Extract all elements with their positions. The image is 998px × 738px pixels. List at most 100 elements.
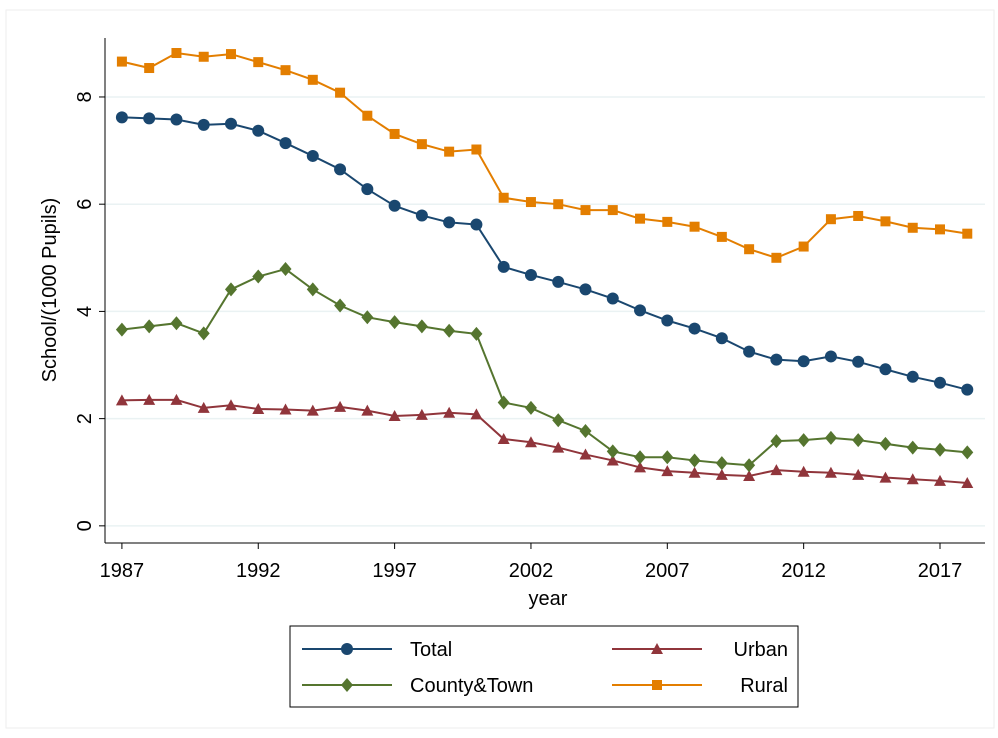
y-tick-label: 2 — [74, 413, 96, 424]
data-point — [334, 298, 347, 313]
data-point — [852, 468, 865, 480]
data-point — [552, 441, 565, 453]
data-point — [224, 282, 237, 297]
data-point — [797, 355, 810, 368]
data-point — [306, 404, 319, 416]
data-point — [361, 404, 374, 416]
data-point — [470, 326, 483, 341]
data-point — [934, 442, 947, 457]
data-point — [497, 260, 510, 273]
data-point — [279, 137, 292, 150]
data-point — [143, 319, 156, 334]
data-point — [498, 192, 509, 203]
series-line — [121, 398, 968, 484]
x-tick-label: 2017 — [918, 560, 963, 582]
data-point — [961, 476, 974, 488]
legend-label: Urban — [734, 639, 788, 661]
data-point — [197, 326, 210, 341]
data-point — [661, 465, 674, 477]
data-point — [934, 474, 947, 486]
data-point — [771, 252, 782, 263]
data-point — [524, 436, 537, 448]
data-point — [879, 363, 892, 376]
data-point — [798, 241, 809, 252]
data-point — [689, 221, 700, 232]
data-point — [661, 450, 674, 465]
data-point — [224, 117, 237, 130]
data-point — [743, 469, 756, 481]
x-tick-label: 2012 — [781, 560, 826, 582]
data-point — [934, 376, 947, 389]
data-point — [770, 464, 783, 476]
data-point — [279, 262, 292, 277]
data-point — [144, 63, 155, 74]
y-tick-label: 8 — [74, 91, 96, 102]
data-point — [389, 128, 400, 139]
data-point — [579, 448, 592, 460]
data-point — [497, 432, 510, 444]
data-point — [961, 445, 974, 460]
background — [5, 9, 995, 729]
legend-marker — [652, 680, 662, 690]
x-axis-label: year — [529, 588, 568, 610]
data-point — [388, 315, 401, 330]
data-point — [853, 210, 864, 221]
data-point — [361, 310, 374, 325]
data-point — [770, 434, 783, 449]
data-point — [880, 216, 891, 227]
data-point — [415, 408, 428, 420]
data-point — [688, 322, 701, 335]
data-point — [361, 183, 374, 196]
x-tick-label: 2002 — [509, 560, 554, 582]
x-tick-label: 1992 — [236, 560, 281, 582]
data-point — [416, 139, 427, 150]
data-point — [688, 466, 701, 478]
data-point — [715, 468, 728, 480]
data-point — [606, 454, 619, 466]
data-point — [306, 149, 319, 162]
data-point — [962, 228, 973, 239]
legend-marker — [341, 643, 353, 655]
data-point — [335, 87, 346, 98]
data-point — [334, 163, 347, 176]
data-point — [634, 461, 647, 473]
data-point — [824, 466, 837, 478]
legend — [289, 625, 799, 708]
data-point — [415, 209, 428, 222]
data-point — [170, 393, 183, 405]
data-point — [197, 401, 210, 413]
y-tick-label: 4 — [74, 306, 96, 317]
data-point — [579, 423, 592, 438]
data-point — [306, 282, 319, 297]
data-point — [635, 213, 646, 224]
data-point — [715, 456, 728, 471]
data-point — [197, 118, 210, 131]
data-point — [824, 430, 837, 445]
data-point — [334, 400, 347, 412]
data-point — [879, 436, 892, 451]
y-tick-label: 0 — [74, 520, 96, 531]
data-point — [824, 350, 837, 363]
data-point — [662, 216, 673, 227]
data-point — [552, 275, 565, 288]
data-point — [579, 283, 592, 296]
data-point — [443, 216, 456, 229]
data-point — [471, 144, 482, 155]
data-point — [116, 56, 127, 67]
data-point — [252, 269, 265, 284]
data-point — [852, 355, 865, 368]
data-point — [362, 110, 373, 121]
y-axis-label: School/(1000 Pupils) — [39, 198, 61, 383]
data-point — [906, 473, 919, 485]
data-point — [443, 323, 456, 338]
x-tick-label: 2007 — [645, 560, 690, 582]
data-point — [388, 199, 401, 212]
data-point — [634, 450, 647, 465]
x-tick-label: 1997 — [372, 560, 417, 582]
data-point — [170, 316, 183, 331]
data-point — [443, 406, 456, 418]
data-point — [553, 199, 564, 210]
data-point — [279, 403, 292, 415]
data-point — [115, 394, 128, 406]
data-point — [825, 214, 836, 225]
